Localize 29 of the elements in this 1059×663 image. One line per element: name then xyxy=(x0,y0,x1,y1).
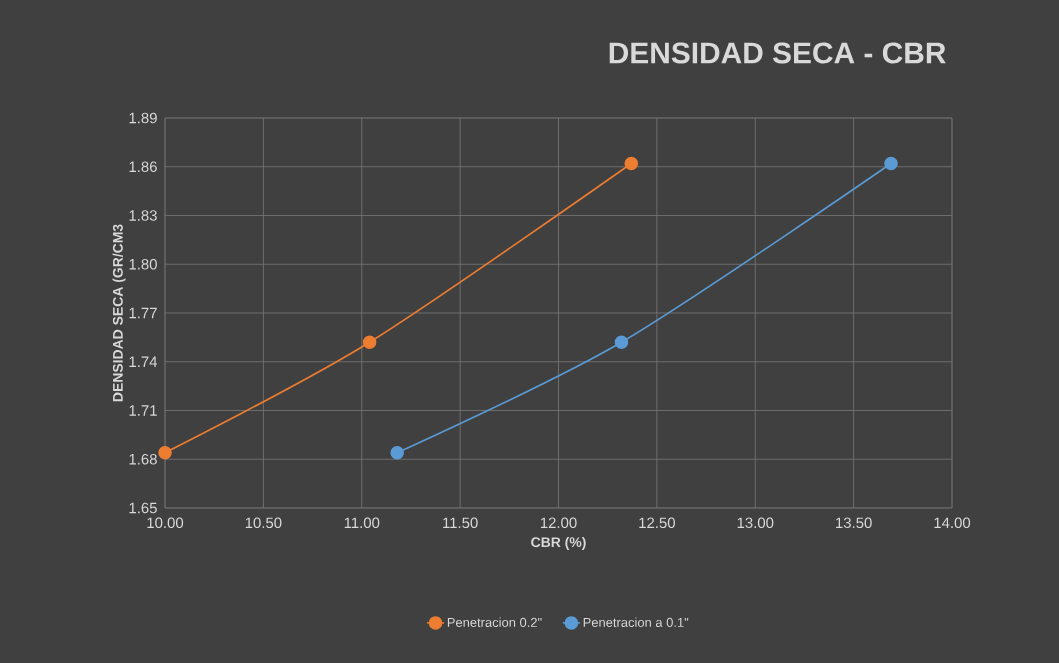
legend-label: Penetracion a 0.1" xyxy=(583,617,689,627)
point xyxy=(158,445,172,460)
x-tick-label: 12.00 xyxy=(540,517,577,529)
x-tick-label: 10.50 xyxy=(245,517,282,529)
x-tick-label: 13.50 xyxy=(836,517,872,529)
point xyxy=(624,156,639,171)
x-tick-label: 12.50 xyxy=(639,517,675,529)
x-tick-label: 10.00 xyxy=(147,517,184,529)
y-tick-label: 1.86 xyxy=(129,161,157,173)
y-tick-label: 1.65 xyxy=(129,502,157,514)
y-tick-label: 1.74 xyxy=(129,356,158,367)
y-tick-label: 1.77 xyxy=(129,307,157,319)
y-tick-label: 1.68 xyxy=(129,453,157,465)
point xyxy=(884,156,898,171)
x-axis-title: CBR (%) xyxy=(531,536,586,550)
point xyxy=(614,335,629,350)
point xyxy=(390,445,404,460)
x-tick-label: 11.50 xyxy=(443,517,478,529)
x-tick-label: 13.00 xyxy=(737,517,774,529)
chart-title: DENSIDAD SECA - CBR xyxy=(609,42,946,64)
y-tick-label: 1.80 xyxy=(129,258,157,270)
point xyxy=(362,335,377,350)
legend-label: Penetracion 0.2" xyxy=(447,617,542,627)
y-tick-label: 1.71 xyxy=(129,405,157,416)
y-axis-title: DENSIDAD SECA (GR/CM3 xyxy=(112,224,126,402)
y-tick-label: 1.89 xyxy=(129,112,157,124)
x-tick-label: 11.00 xyxy=(344,517,380,529)
x-tick-label: 14.00 xyxy=(934,517,971,529)
y-tick-label: 1.83 xyxy=(129,210,157,221)
